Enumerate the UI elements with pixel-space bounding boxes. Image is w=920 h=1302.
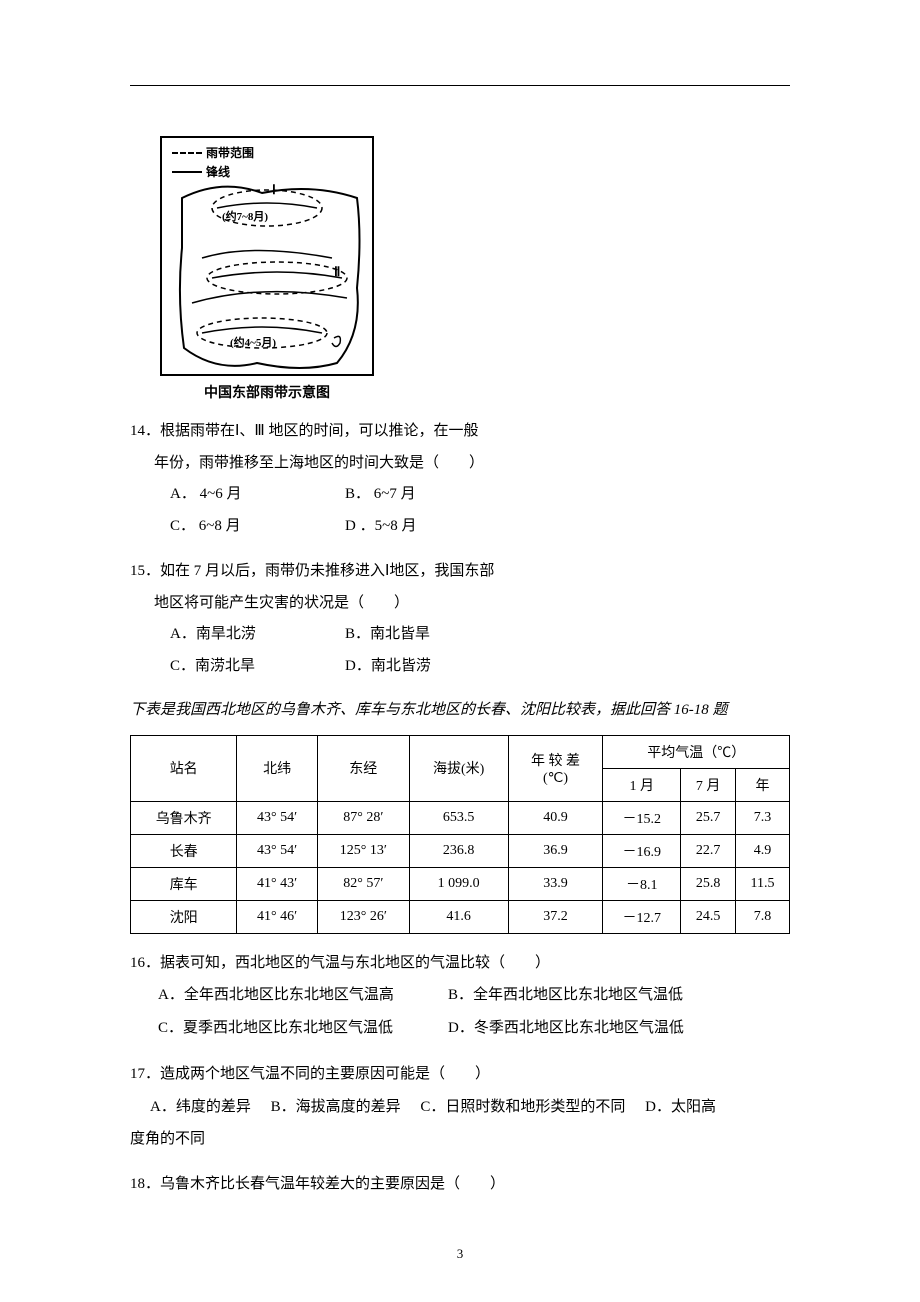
q17: 17．造成两个地区气温不同的主要原因可能是（ ） A．纬度的差异 B．海拔高度的… [130,1059,790,1155]
q16: 16．据表可知，西北地区的气温与东北地区的气温比较（ ） A．全年西北地区比东北… [130,948,790,1046]
table-row: 库车41° 43′82° 57′1 099.033.9－8.125.811.5 [131,867,790,900]
q18: 18．乌鲁木齐比长春气温年较差大的主要原因是（ ） [130,1169,790,1201]
q16-stem: 16．据表可知，西北地区的气温与东北地区的气温比较（ ） [130,948,790,980]
label-III-time: (约4~5月) [230,335,276,349]
q14-optB: B． 6~7 月 [345,486,416,502]
q16-optB: B．全年西北地区比东北地区气温低 [448,987,683,1003]
label-II: Ⅱ [334,264,340,279]
th-avg: 平均气温（℃） [603,735,790,768]
china-map-svg: Ⅰ (约7~8月) Ⅱ (约4~5月) [162,138,376,378]
th-year: 年 [735,768,789,801]
q14-stem2: 年份，雨带推移至上海地区的时间大致是（ ） [130,448,790,480]
table-intro: 下表是我国西北地区的乌鲁木齐、库车与东北地区的长春、沈阳比较表，据此回答 16-… [130,696,790,725]
q15: 15．如在 7 月以后，雨带仍未推移进入Ⅰ地区，我国东部 地区将可能产生灾害的状… [130,556,790,682]
top-rule [130,85,790,86]
climate-table: 站名 北纬 东经 海拔(米) 年 较 差(℃) 平均气温（℃） 1 月 7 月 … [130,735,790,934]
q14-stem1: 14．根据雨带在Ⅰ、Ⅲ 地区的时间，可以推论，在一般 [130,416,790,448]
th-alt: 海拔(米) [409,735,508,801]
q17-optA: A．纬度的差异 [150,1099,251,1115]
q14-optC: C． 6~8 月 [170,511,345,543]
q17-optD: D．太阳高 [645,1099,716,1115]
q14: 14．根据雨带在Ⅰ、Ⅲ 地区的时间，可以推论，在一般 年份，雨带推移至上海地区的… [130,416,790,542]
label-I: Ⅰ [272,182,276,197]
q15-optC: C．南涝北旱 [170,651,345,683]
figure-box: 雨带范围 锋线 Ⅰ (约7~8月) Ⅱ (约4~5月) [160,136,374,376]
q16-optA: A．全年西北地区比东北地区气温高 [158,979,448,1012]
q16-optC: C．夏季西北地区比东北地区气温低 [158,1012,448,1045]
q14-optA: A． 4~6 月 [170,479,345,511]
page-number: 3 [0,1246,920,1262]
th-station: 站名 [131,735,237,801]
q17-optC: C．日照时数和地形类型的不同 [420,1099,625,1115]
table-row: 乌鲁木齐43° 54′87° 28′653.540.9－15.225.77.3 [131,801,790,834]
q17-stem: 17．造成两个地区气温不同的主要原因可能是（ ） [130,1059,790,1091]
q18-stem: 18．乌鲁木齐比长春气温年较差大的主要原因是（ ） [130,1169,790,1201]
q15-optA: A．南旱北涝 [170,619,345,651]
q17-optB: B．海拔高度的差异 [271,1099,401,1115]
q16-optD: D．冬季西北地区比东北地区气温低 [448,1020,684,1036]
th-range: 年 较 差(℃) [508,735,603,801]
table-header-row1: 站名 北纬 东经 海拔(米) 年 较 差(℃) 平均气温（℃） [131,735,790,768]
q15-stem1: 15．如在 7 月以后，雨带仍未推移进入Ⅰ地区，我国东部 [130,556,790,588]
table-row: 沈阳41° 46′123° 26′41.637.2－12.724.57.8 [131,900,790,933]
q15-optB: B．南北皆旱 [345,626,430,642]
q15-stem2: 地区将可能产生灾害的状况是（ ） [130,588,790,620]
label-I-time: (约7~8月) [222,209,268,223]
q15-optD: D．南北皆涝 [345,658,431,674]
figure-rainbelt: 雨带范围 锋线 Ⅰ (约7~8月) Ⅱ (约4~5月) 中国东部雨带示意图 [160,136,790,402]
th-lon: 东经 [317,735,409,801]
table-row: 长春43° 54′125° 13′236.836.9－16.922.74.9 [131,834,790,867]
th-jul: 7 月 [681,768,736,801]
q14-optD: D ．5~8 月 [345,518,416,534]
th-lat: 北纬 [237,735,317,801]
th-jan: 1 月 [603,768,681,801]
q17-optD2: 度角的不同 [130,1124,790,1156]
figure-caption: 中国东部雨带示意图 [160,382,374,402]
